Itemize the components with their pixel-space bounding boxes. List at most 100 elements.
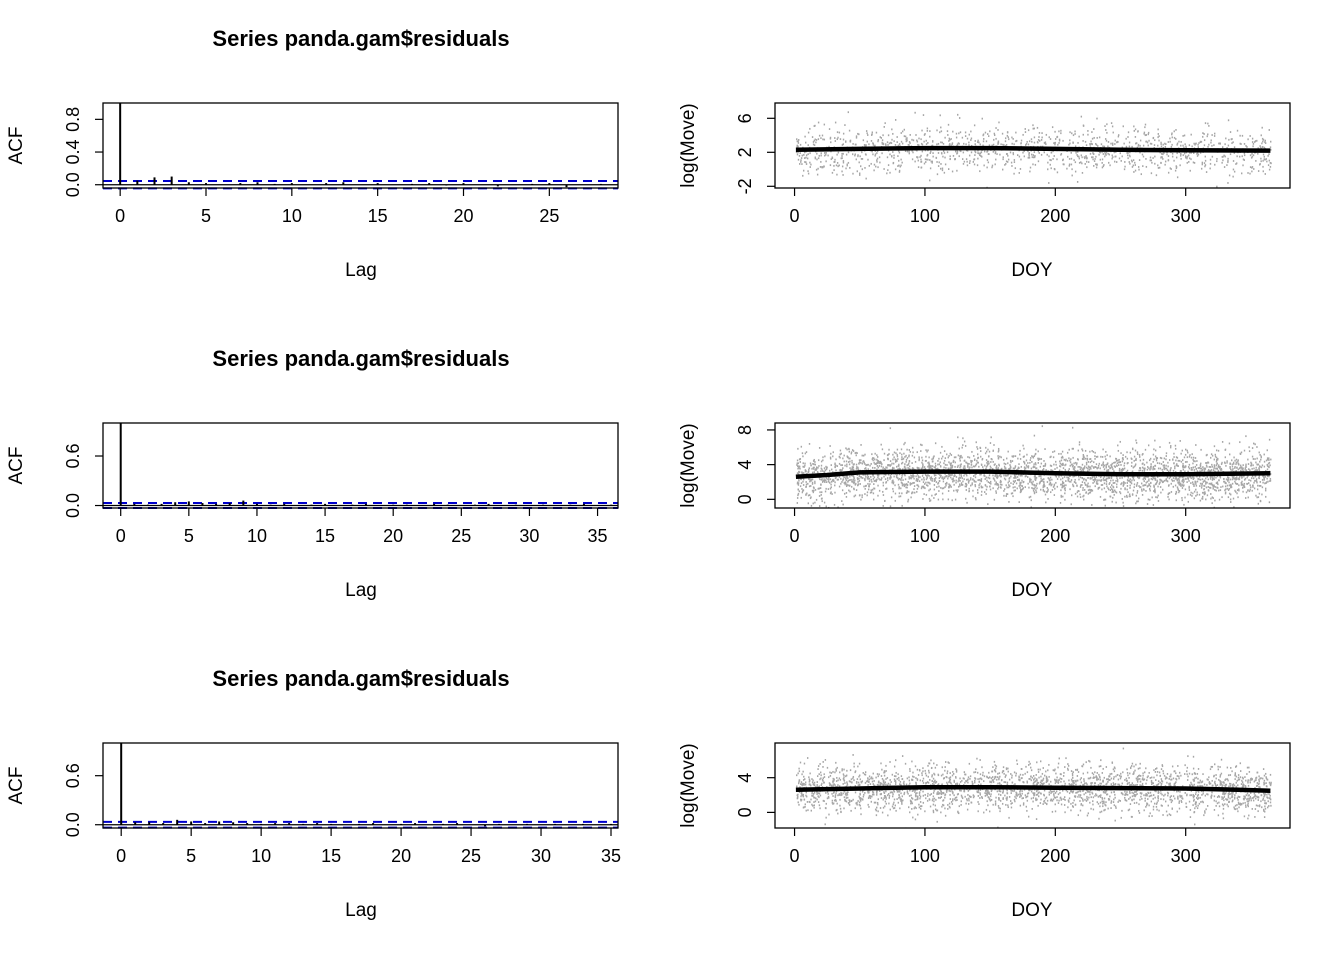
data-point [1164,467,1167,470]
data-point [863,485,865,488]
data-point [1217,483,1219,486]
data-point [1067,763,1069,765]
data-point [1041,478,1044,481]
data-point [867,134,869,136]
data-point [1086,166,1088,169]
data-point [1010,773,1012,775]
data-point [1113,151,1115,154]
data-point [1176,152,1178,155]
data-point [957,489,959,492]
data-point [931,144,934,147]
data-point [922,114,925,116]
data-point [852,480,854,483]
data-point [979,154,981,157]
data-point [802,465,804,468]
data-point [925,774,928,777]
data-point [1049,163,1051,166]
data-point [1200,448,1202,451]
data-point [893,451,896,454]
data-point [1210,453,1213,456]
data-point [1266,457,1269,460]
data-point [1045,143,1047,146]
data-point [818,134,821,137]
data-point [1150,467,1152,470]
data-point [980,486,983,489]
data-point [1073,475,1076,478]
data-point [1245,144,1247,147]
data-point [1157,500,1160,502]
data-point [800,482,803,485]
data-point [1176,143,1178,146]
data-point [1242,467,1244,470]
data-point [1220,463,1223,465]
data-point [908,152,910,155]
data-point [843,492,846,495]
data-point [949,467,951,470]
data-point [1209,469,1212,472]
data-point [1100,464,1103,467]
data-point [1214,455,1217,458]
data-point [826,466,828,469]
data-point [1230,501,1232,503]
data-point [896,455,899,458]
data-point [1236,476,1238,479]
data-point [1119,461,1121,463]
data-point [1261,137,1264,140]
data-point [828,477,830,479]
data-point [1176,142,1179,145]
data-point [1130,159,1133,162]
data-point [1073,159,1075,162]
data-point [813,458,815,461]
data-point [1006,134,1009,137]
data-point [993,149,996,152]
data-point [831,171,834,174]
data-point [1223,799,1225,802]
data-point [878,773,880,776]
data-point [990,466,992,469]
data-point [1110,777,1113,780]
data-point [1068,164,1071,167]
data-point [958,476,961,479]
data-point [1264,139,1266,142]
data-point [1194,142,1197,145]
data-point [834,158,836,161]
data-point [808,467,811,470]
data-point [1251,477,1253,480]
data-point [1081,484,1083,486]
data-point [796,138,798,141]
data-point [1094,466,1096,468]
data-point [1078,161,1081,164]
data-point [1044,463,1047,466]
data-point [1105,464,1107,466]
data-point [1208,482,1210,485]
data-point [916,139,918,142]
data-point [903,452,905,455]
data-point [1225,798,1227,800]
data-point [1058,139,1061,142]
x-tick-label: 300 [1171,206,1201,226]
data-point [1191,481,1194,484]
data-point [1034,514,1035,516]
data-point [1205,482,1207,485]
data-point [1062,482,1064,485]
data-point [878,477,880,480]
data-point [954,461,956,464]
data-point [868,480,871,483]
data-point [1054,468,1056,470]
data-point [1035,467,1037,470]
data-point [1003,462,1005,465]
data-point [963,771,966,774]
data-point [1246,476,1248,479]
data-point [858,459,861,462]
data-point [1074,145,1077,148]
data-point [979,797,981,799]
data-point [921,465,924,468]
data-point [994,163,996,166]
data-point [1119,477,1121,480]
data-point [886,156,889,159]
data-point [1104,151,1106,154]
data-point [865,475,867,478]
data-point [1015,131,1017,134]
data-point [1242,158,1245,161]
data-point [1147,498,1149,501]
